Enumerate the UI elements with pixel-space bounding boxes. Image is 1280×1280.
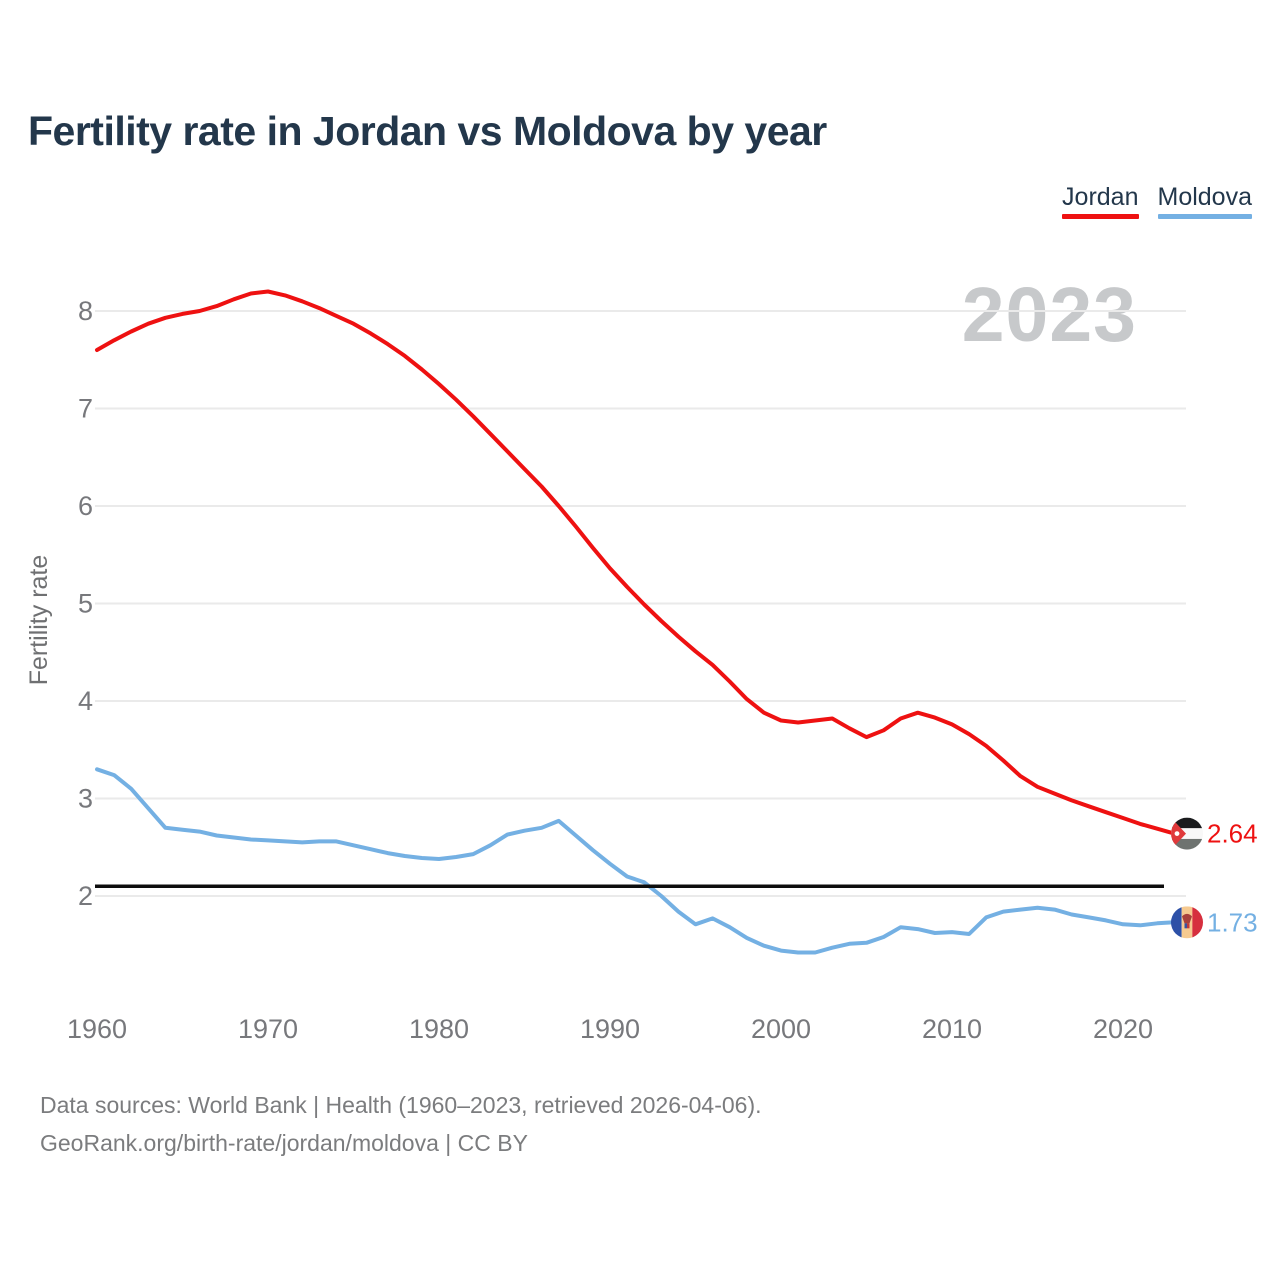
x-tick-label-1970: 1970 xyxy=(238,1014,298,1044)
footer: Data sources: World Bank | Health (1960–… xyxy=(40,1086,762,1162)
jordan-line xyxy=(95,289,1177,836)
legend-item-moldova[interactable]: Moldova xyxy=(1157,183,1253,219)
y-axis-label: Fertility rate xyxy=(25,555,53,686)
y-tick-label-8: 8 xyxy=(78,296,93,326)
y-tick-label-5: 5 xyxy=(78,589,93,619)
y-tick-label-4: 4 xyxy=(78,686,93,716)
y-tick-label-3: 3 xyxy=(78,784,93,814)
legend: Jordan Moldova xyxy=(1062,185,1252,219)
y-tick-label-2: 2 xyxy=(78,881,93,911)
chart-title: Fertility rate in Jordan vs Moldova by y… xyxy=(28,108,827,154)
x-tick-label-2000: 2000 xyxy=(751,1014,811,1044)
jordan-end-value: 2.64 xyxy=(1207,819,1258,849)
moldova-end-value: 1.73 xyxy=(1207,907,1258,937)
y-tick-label-6: 6 xyxy=(78,491,93,521)
x-tick-label-2010: 2010 xyxy=(922,1014,982,1044)
x-tick-label-1980: 1980 xyxy=(409,1014,469,1044)
legend-item-jordan[interactable]: Jordan xyxy=(1062,183,1139,219)
x-tick-label-2020: 2020 xyxy=(1093,1014,1153,1044)
jordan-flag-icon xyxy=(1171,817,1203,850)
moldova-flag-icon xyxy=(1171,906,1203,939)
legend-label-jordan: Jordan xyxy=(1062,183,1139,211)
footer-attribution: GeoRank.org/birth-rate/jordan/moldova | … xyxy=(40,1130,528,1156)
y-tick-label-7: 7 xyxy=(78,394,93,424)
watermark-year: 2023 xyxy=(962,272,1137,358)
legend-underline-jordan xyxy=(1062,214,1139,219)
footer-sources: Data sources: World Bank | Health (1960–… xyxy=(40,1092,762,1118)
legend-underline-moldova xyxy=(1157,214,1252,219)
x-tick-label-1960: 1960 xyxy=(67,1014,127,1044)
moldova-line xyxy=(95,767,1177,955)
legend-label-moldova: Moldova xyxy=(1157,183,1253,211)
x-tick-label-1990: 1990 xyxy=(580,1014,640,1044)
